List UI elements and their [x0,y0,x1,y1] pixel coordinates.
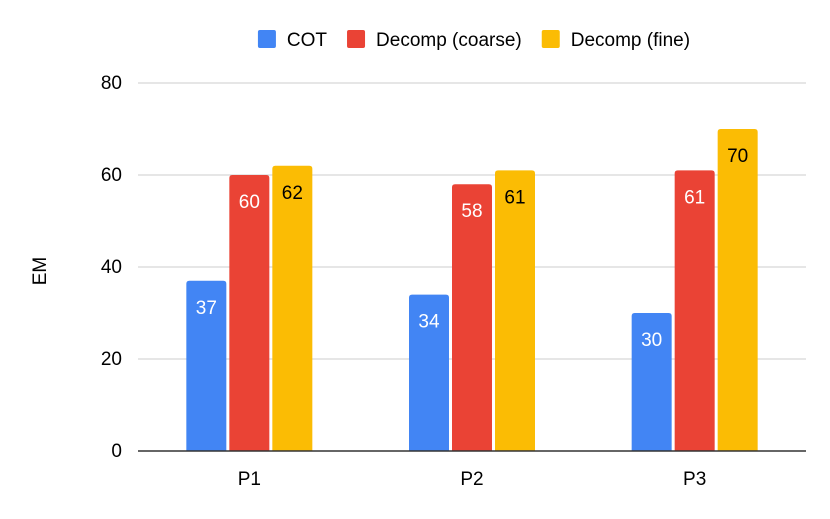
legend: COT Decomp (coarse) Decomp (fine) [257,30,690,51]
data-label: 37 [196,298,217,319]
bars [186,129,758,452]
y-tick-label: 20 [101,349,122,370]
legend-item: Decomp (fine) [541,30,690,51]
data-label: 70 [727,146,748,167]
y-axis-label: EM [30,257,51,286]
bar-decomp-coarse-p3 [674,170,715,451]
y-tick-label: 80 [101,73,122,94]
y-tick-label: 0 [111,441,122,462]
legend-label: Decomp (coarse) [376,30,522,51]
legend-item: Decomp (coarse) [347,30,522,51]
y-tick-label: 60 [101,165,122,186]
data-label: 34 [418,312,440,333]
legend-swatch [541,30,560,48]
bar-cot-p1 [186,280,227,451]
data-label: 58 [461,201,482,222]
bar-decomp-fine-p3 [717,129,758,451]
legend-item: COT [257,30,328,51]
x-tick-label: P2 [460,469,483,490]
legend-label: COT [287,30,328,51]
x-tick-label: P1 [238,469,261,490]
legend-swatch [347,30,366,48]
bar-cot-p3 [631,313,672,451]
data-label: 60 [239,192,260,213]
bar-decomp-fine-p2 [495,170,535,451]
x-axis-ticks: P1 P2 P3 [238,469,707,490]
y-axis-ticks: 0 20 40 60 80 [101,73,122,462]
data-label: 61 [504,187,525,208]
data-label: 61 [684,187,705,208]
bar-decomp-coarse-p2 [452,184,492,451]
bar-labels: 37 60 62 34 58 61 30 61 70 [196,146,748,351]
bar-decomp-fine-p1 [272,165,313,452]
legend-swatch [257,30,276,48]
bar-cot-p2 [409,294,449,451]
data-label: 30 [641,330,662,351]
x-tick-label: P3 [683,469,706,490]
legend-label: Decomp (fine) [571,30,690,51]
data-label: 62 [282,183,303,204]
bar-decomp-coarse-p1 [229,175,270,451]
y-tick-label: 40 [101,257,122,278]
